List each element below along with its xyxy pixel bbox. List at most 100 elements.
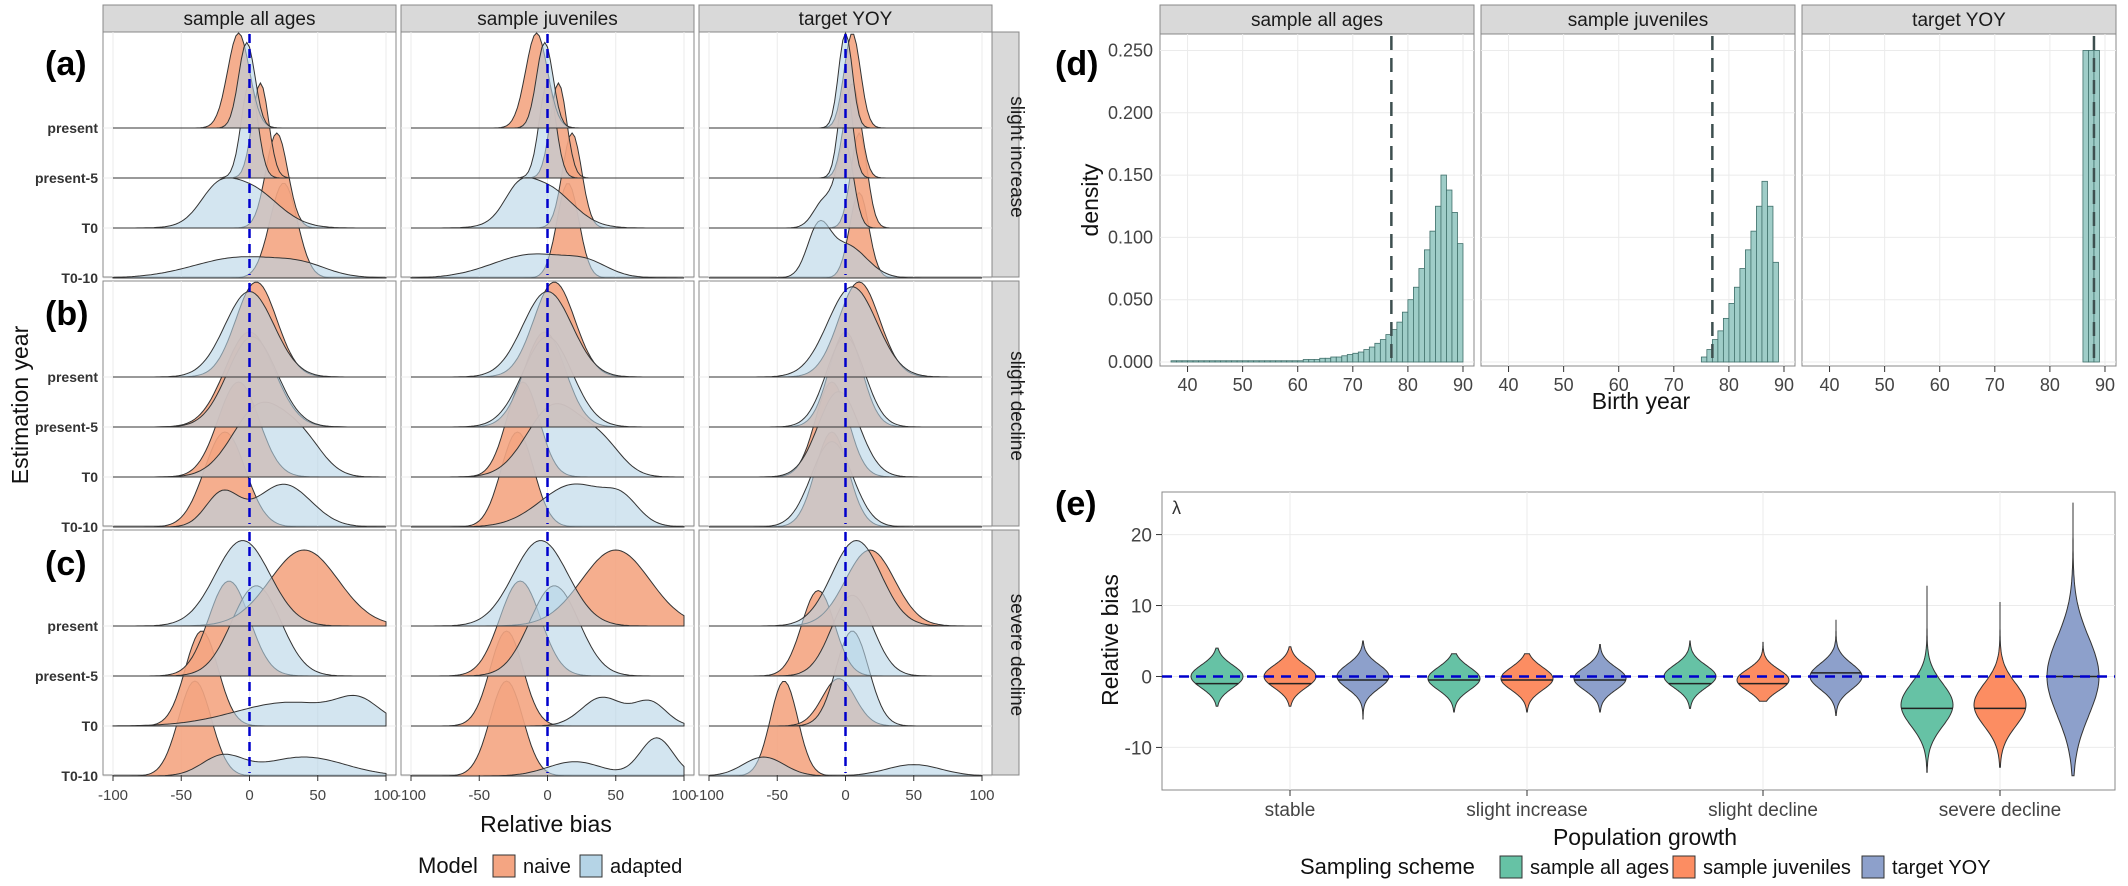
histogram-bar [1192,360,1199,363]
histogram-bar [1352,352,1359,363]
x-tick-label: 50 [607,787,624,804]
legend-swatch-sample-juveniles [1672,855,1696,879]
histogram-bar [1330,356,1337,363]
facet-strip [400,4,695,33]
facet-strip [102,4,397,33]
facet-strip [1159,4,1475,35]
histogram-bar [1286,360,1293,363]
ridge-plot: sample all ages sample juveniles target YO… [7,4,1027,878]
x-axis-title: Population growth [1553,824,1737,850]
x-tick-label: -100 [694,787,724,804]
panel-label-d: (d) [1055,45,1098,83]
histogram-bar [1335,356,1343,363]
x-tick-label: 80 [1719,375,1739,395]
y-axis-title: Estimation year [7,325,33,484]
facet-label: sample all ages [1251,10,1383,31]
x-tick-label: 80 [1398,375,1418,395]
histogram-bar [1728,303,1735,363]
legend-label-target-yoy: target YOY [1892,857,1991,879]
x-tick-label: 40 [1499,375,1519,395]
histogram-bar [1275,360,1282,363]
histogram-bar [1424,249,1431,363]
row-strip-label: slight decline [1006,351,1027,461]
panel-label-e: (e) [1055,485,1097,523]
histogram-bar [1374,342,1381,363]
y-tick-label: 10 [1131,597,1152,618]
histogram-bar [1225,360,1233,363]
y-tick-label: present-5 [35,419,98,435]
histogram-bar [1418,268,1425,363]
legend-swatch-adapted [579,854,603,878]
facet-label: target YOY [1912,10,2006,31]
histogram-bar [1446,189,1453,363]
row-strip-label: severe decline [1006,594,1027,717]
histogram-bar [2082,50,2089,363]
histogram-bar [1440,174,1447,363]
y-tick-label: present-5 [35,170,98,186]
legend-label-sample-juveniles: sample juveniles [1703,857,1851,879]
legend-label-adapted: adapted [610,856,682,878]
x-tick-label: 60 [1930,375,1950,395]
histogram-bar [1750,230,1757,363]
x-axis-title: Relative bias [480,811,612,837]
x-tick-label: 0 [543,787,551,804]
x-tick-label: 100 [373,787,398,804]
density-adapted-t0-10 [708,756,983,777]
histogram-bar [1734,286,1741,363]
legend-label-sample-all-ages: sample all ages [1530,857,1669,879]
histogram-bar [1176,360,1183,363]
histogram-bar [2088,50,2095,363]
histogram-bar [1407,299,1414,363]
x-tick-label: 100 [969,787,994,804]
y-tick-label: 0.050 [1108,290,1153,310]
histogram-bar [1324,357,1332,363]
histogram-bar [1357,351,1365,363]
y-tick-label: T0 [82,220,99,236]
x-tick-label: -100 [98,787,128,804]
y-tick-label: T0 [82,718,99,734]
violin-target-yoy-slight-increase [1573,644,1627,713]
histogram-bar [1302,359,1310,363]
legend-title: Sampling scheme [1300,854,1475,879]
histogram-bar [1297,360,1304,363]
y-tick-label: T0-10 [61,519,98,535]
violin-sample-juveniles-slight-decline [1736,641,1790,702]
histogram-bar [1280,360,1288,363]
row-strip-label: slight increase [1006,96,1027,217]
x-tick-label: 50 [905,787,922,804]
histogram-bar [1401,311,1409,363]
facet-strip [698,4,993,33]
facet-label: sample all ages [183,9,315,30]
y-tick-label: present [47,120,98,136]
y-tick-label: -10 [1125,738,1152,759]
y-tick-label: 0.200 [1108,103,1153,123]
density-adapted-t0 [112,694,387,727]
histogram-bar [1341,355,1348,363]
facet-strip [1480,4,1796,35]
x-tick-label: 50 [1233,375,1253,395]
panel-label-b: (b) [45,295,88,333]
x-tick-label: severe decline [1939,800,2062,821]
legend-swatch-naive [492,854,516,878]
histogram-bar [1187,360,1194,363]
y-tick-label: T0-10 [61,270,98,286]
x-tick-label: 0 [841,787,849,804]
legend-swatch-target-yoy [1861,855,1885,879]
histogram-bar [1242,360,1249,363]
histogram-bar [1457,243,1464,363]
density-adapted-t0-10 [411,483,685,528]
violin-target-yoy-severe-decline [2046,502,2100,777]
histogram-bar [1368,346,1376,363]
y-tick-label: 0.000 [1108,352,1153,372]
x-tick-label: -50 [468,787,490,804]
y-axis-title: density [1077,163,1103,236]
histogram-bar [1745,249,1752,363]
x-tick-label: 90 [1774,375,1794,395]
violin-target-yoy-slight-decline [1809,619,1863,716]
histogram-bar [1346,354,1354,363]
y-tick-label: T0-10 [61,768,98,784]
histogram-bar [1236,360,1244,363]
violin-sample-juveniles-slight-increase [1500,653,1554,713]
facet-strip [1801,4,2117,35]
histogram-bar [1220,360,1227,363]
